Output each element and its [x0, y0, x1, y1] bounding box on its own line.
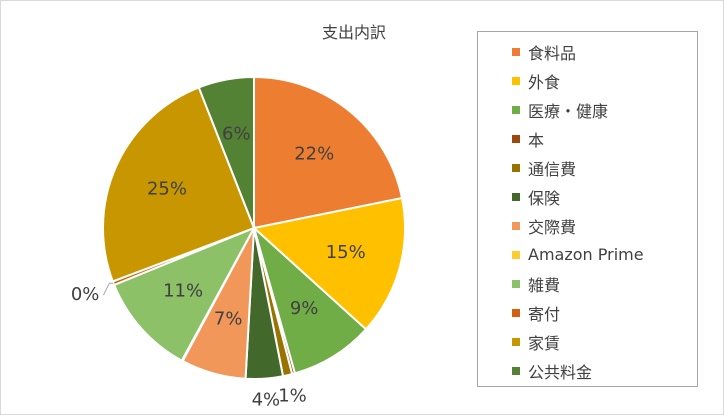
legend-label-0: 食料品 — [528, 43, 577, 63]
legend-item-7: Amazon Prime — [478, 240, 697, 269]
slice-label-8: 11% — [163, 280, 203, 301]
legend-item-4: 通信費 — [478, 153, 697, 182]
legend-item-10: 家賃 — [478, 327, 697, 356]
legend-label-9: 寄付 — [528, 304, 561, 324]
pie-slice-0 — [253, 75, 404, 230]
legend-swatch-8 — [512, 279, 520, 288]
legend-swatch-6 — [512, 221, 520, 230]
pie-slice-10 — [102, 86, 256, 283]
legend-swatch-7 — [512, 250, 520, 259]
legend-label-2: 医療・健康 — [528, 101, 609, 121]
slice-label-5: 4% — [252, 390, 281, 411]
slice-label-10: 25% — [147, 178, 187, 199]
legend-label-3: 本 — [528, 130, 545, 150]
slice-label-4: 1% — [278, 386, 307, 407]
chart-title: 支出内訳 — [321, 23, 386, 42]
legend-label-6: 交際費 — [528, 217, 577, 237]
legend-label-1: 外食 — [528, 72, 561, 92]
legend-swatch-9 — [512, 308, 520, 317]
legend-item-11: 公共料金 — [478, 356, 697, 385]
leader-line-9 — [102, 282, 114, 296]
legend-swatch-1 — [512, 76, 520, 85]
slice-label-6: 7% — [214, 309, 243, 330]
slice-label-1: 15% — [326, 242, 366, 263]
legend-item-5: 保険 — [478, 182, 697, 211]
pie-slice-11 — [197, 75, 255, 229]
pie-slice-1 — [251, 196, 407, 331]
legend-swatch-5 — [512, 192, 520, 201]
pie-slice-8 — [112, 226, 257, 362]
slice-label-2: 9% — [290, 298, 319, 319]
legend: 食料品外食医療・健康本通信費保険交際費 Amazon Prime 雑費寄付家賃公共料… — [477, 31, 698, 387]
slice-label-9: 0% — [71, 284, 100, 305]
legend-swatch-4 — [512, 163, 520, 172]
legend-label-8: 雑費 — [528, 275, 561, 295]
legend-label-7: Amazon Prime — [528, 245, 644, 264]
legend-item-8: 雑費 — [478, 269, 697, 298]
legend-swatch-11 — [512, 366, 520, 375]
legend-item-6: 交際費 — [478, 211, 697, 240]
legend-label-4: 通信費 — [528, 159, 577, 179]
legend-item-2: 医療・健康 — [478, 95, 697, 124]
legend-swatch-10 — [512, 337, 520, 346]
legend-label-10: 家賃 — [528, 333, 561, 353]
legend-swatch-2 — [512, 105, 520, 114]
pie-slice-2 — [252, 224, 368, 375]
slice-label-0: 22% — [294, 143, 334, 164]
slice-label-11: 6% — [222, 124, 251, 145]
legend-item-1: 外食 — [478, 66, 697, 95]
legend-item-0: 食料品 — [478, 37, 697, 66]
legend-swatch-3 — [512, 134, 520, 143]
legend-label-11: 公共料金 — [528, 362, 593, 382]
legend-swatch-0 — [512, 47, 520, 56]
legend-item-3: 本 — [478, 124, 697, 153]
legend-label-5: 保険 — [528, 188, 561, 208]
legend-item-9: 寄付 — [478, 298, 697, 327]
